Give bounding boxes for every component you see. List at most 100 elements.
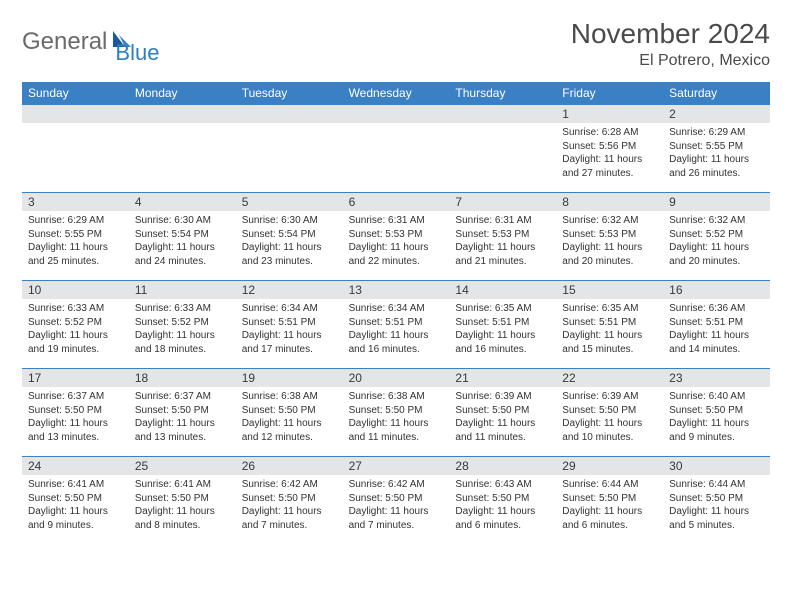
daylight-text: Daylight: 11 hours and 25 minutes. bbox=[28, 241, 123, 268]
day-body: Sunrise: 6:38 AMSunset: 5:50 PMDaylight:… bbox=[343, 387, 450, 450]
day-header: Wednesday bbox=[343, 82, 450, 104]
sunrise-text: Sunrise: 6:37 AM bbox=[135, 390, 230, 404]
sunset-text: Sunset: 5:50 PM bbox=[562, 492, 657, 506]
calendar-week: 3Sunrise: 6:29 AMSunset: 5:55 PMDaylight… bbox=[22, 192, 770, 280]
empty-daynum-bar bbox=[343, 105, 450, 123]
daylight-text: Daylight: 11 hours and 18 minutes. bbox=[135, 329, 230, 356]
sunrise-text: Sunrise: 6:33 AM bbox=[28, 302, 123, 316]
sunrise-text: Sunrise: 6:30 AM bbox=[135, 214, 230, 228]
sunrise-text: Sunrise: 6:31 AM bbox=[349, 214, 444, 228]
day-number: 22 bbox=[556, 369, 663, 387]
sunset-text: Sunset: 5:52 PM bbox=[28, 316, 123, 330]
sunrise-text: Sunrise: 6:42 AM bbox=[242, 478, 337, 492]
sunrise-text: Sunrise: 6:38 AM bbox=[242, 390, 337, 404]
day-header: Monday bbox=[129, 82, 236, 104]
calendar-week: 24Sunrise: 6:41 AMSunset: 5:50 PMDayligh… bbox=[22, 456, 770, 544]
day-number: 16 bbox=[663, 281, 770, 299]
sunset-text: Sunset: 5:51 PM bbox=[349, 316, 444, 330]
sunset-text: Sunset: 5:50 PM bbox=[562, 404, 657, 418]
calendar-cell: 29Sunrise: 6:44 AMSunset: 5:50 PMDayligh… bbox=[556, 456, 663, 544]
day-body: Sunrise: 6:42 AMSunset: 5:50 PMDaylight:… bbox=[343, 475, 450, 538]
calendar-cell: 15Sunrise: 6:35 AMSunset: 5:51 PMDayligh… bbox=[556, 280, 663, 368]
sunrise-text: Sunrise: 6:39 AM bbox=[562, 390, 657, 404]
day-number: 11 bbox=[129, 281, 236, 299]
sunrise-text: Sunrise: 6:40 AM bbox=[669, 390, 764, 404]
calendar-cell: 10 Sunrise: 6:33 AMSunset: 5:52 PMDayligh… bbox=[22, 280, 129, 368]
day-header: Saturday bbox=[663, 82, 770, 104]
empty-daynum-bar bbox=[129, 105, 236, 123]
day-number: 1 bbox=[556, 105, 663, 123]
sunrise-text: Sunrise: 6:35 AM bbox=[455, 302, 550, 316]
calendar-cell: 18Sunrise: 6:37 AMSunset: 5:50 PMDayligh… bbox=[129, 368, 236, 456]
title-block: November 2024 El Potrero, Mexico bbox=[571, 18, 770, 70]
day-number: 6 bbox=[343, 193, 450, 211]
daylight-text: Daylight: 11 hours and 26 minutes. bbox=[669, 153, 764, 180]
sunset-text: Sunset: 5:50 PM bbox=[135, 492, 230, 506]
daylight-text: Daylight: 11 hours and 24 minutes. bbox=[135, 241, 230, 268]
logo: General Blue bbox=[22, 18, 159, 66]
daylight-text: Daylight: 11 hours and 12 minutes. bbox=[242, 417, 337, 444]
month-title: November 2024 bbox=[571, 18, 770, 50]
calendar-cell: 6Sunrise: 6:31 AMSunset: 5:53 PMDaylight… bbox=[343, 192, 450, 280]
daylight-text: Daylight: 11 hours and 8 minutes. bbox=[135, 505, 230, 532]
sunrise-text: Sunrise: 6:41 AM bbox=[28, 478, 123, 492]
daylight-text: Daylight: 11 hours and 9 minutes. bbox=[28, 505, 123, 532]
day-number: 30 bbox=[663, 457, 770, 475]
sunset-text: Sunset: 5:50 PM bbox=[669, 404, 764, 418]
daylight-text: Daylight: 11 hours and 6 minutes. bbox=[455, 505, 550, 532]
calendar-cell-empty bbox=[236, 104, 343, 192]
daylight-text: Daylight: 11 hours and 19 minutes. bbox=[28, 329, 123, 356]
sunset-text: Sunset: 5:51 PM bbox=[455, 316, 550, 330]
daylight-text: Daylight: 11 hours and 27 minutes. bbox=[562, 153, 657, 180]
day-body: Sunrise: 6:44 AMSunset: 5:50 PMDaylight:… bbox=[556, 475, 663, 538]
sunset-text: Sunset: 5:53 PM bbox=[349, 228, 444, 242]
daylight-text: Daylight: 11 hours and 10 minutes. bbox=[562, 417, 657, 444]
sunset-text: Sunset: 5:51 PM bbox=[562, 316, 657, 330]
day-body: Sunrise: 6:41 AMSunset: 5:50 PMDaylight:… bbox=[129, 475, 236, 538]
day-number: 5 bbox=[236, 193, 343, 211]
day-header: Friday bbox=[556, 82, 663, 104]
calendar-cell-empty bbox=[449, 104, 556, 192]
sunset-text: Sunset: 5:54 PM bbox=[242, 228, 337, 242]
daylight-text: Daylight: 11 hours and 22 minutes. bbox=[349, 241, 444, 268]
daylight-text: Daylight: 11 hours and 14 minutes. bbox=[669, 329, 764, 356]
daylight-text: Daylight: 11 hours and 5 minutes. bbox=[669, 505, 764, 532]
sunset-text: Sunset: 5:56 PM bbox=[562, 140, 657, 154]
day-body: Sunrise: 6:29 AMSunset: 5:55 PMDaylight:… bbox=[663, 123, 770, 186]
day-number: 20 bbox=[343, 369, 450, 387]
day-body: Sunrise: 6:42 AMSunset: 5:50 PMDaylight:… bbox=[236, 475, 343, 538]
sunset-text: Sunset: 5:52 PM bbox=[669, 228, 764, 242]
sunset-text: Sunset: 5:52 PM bbox=[135, 316, 230, 330]
sunrise-text: Sunrise: 6:44 AM bbox=[562, 478, 657, 492]
sunset-text: Sunset: 5:50 PM bbox=[349, 404, 444, 418]
day-body: Sunrise: 6:40 AMSunset: 5:50 PMDaylight:… bbox=[663, 387, 770, 450]
day-number: 23 bbox=[663, 369, 770, 387]
sunrise-text: Sunrise: 6:44 AM bbox=[669, 478, 764, 492]
sunset-text: Sunset: 5:53 PM bbox=[562, 228, 657, 242]
calendar-cell: 21Sunrise: 6:39 AMSunset: 5:50 PMDayligh… bbox=[449, 368, 556, 456]
day-body: Sunrise: 6:44 AMSunset: 5:50 PMDaylight:… bbox=[663, 475, 770, 538]
sunrise-text: Sunrise: 6:31 AM bbox=[455, 214, 550, 228]
calendar-cell: 19Sunrise: 6:38 AMSunset: 5:50 PMDayligh… bbox=[236, 368, 343, 456]
sunrise-text: Sunrise: 6:41 AM bbox=[135, 478, 230, 492]
sunrise-text: Sunrise: 6:32 AM bbox=[669, 214, 764, 228]
day-number: 29 bbox=[556, 457, 663, 475]
day-body: Sunrise: 6:30 AMSunset: 5:54 PMDaylight:… bbox=[236, 211, 343, 274]
day-body: Sunrise: 6:38 AMSunset: 5:50 PMDaylight:… bbox=[236, 387, 343, 450]
sunset-text: Sunset: 5:50 PM bbox=[242, 404, 337, 418]
day-number: 10 bbox=[22, 281, 129, 299]
calendar-cell: 17Sunrise: 6:37 AMSunset: 5:50 PMDayligh… bbox=[22, 368, 129, 456]
day-header: Tuesday bbox=[236, 82, 343, 104]
daylight-text: Daylight: 11 hours and 6 minutes. bbox=[562, 505, 657, 532]
day-body: Sunrise: 6:31 AMSunset: 5:53 PMDaylight:… bbox=[343, 211, 450, 274]
sunset-text: Sunset: 5:50 PM bbox=[242, 492, 337, 506]
daylight-text: Daylight: 11 hours and 17 minutes. bbox=[242, 329, 337, 356]
calendar-cell: 1Sunrise: 6:28 AMSunset: 5:56 PMDaylight… bbox=[556, 104, 663, 192]
calendar-cell: 7Sunrise: 6:31 AMSunset: 5:53 PMDaylight… bbox=[449, 192, 556, 280]
calendar-cell: 5Sunrise: 6:30 AMSunset: 5:54 PMDaylight… bbox=[236, 192, 343, 280]
sunrise-text: Sunrise: 6:39 AM bbox=[455, 390, 550, 404]
calendar-cell-empty bbox=[343, 104, 450, 192]
day-number: 2 bbox=[663, 105, 770, 123]
sunset-text: Sunset: 5:55 PM bbox=[28, 228, 123, 242]
sunrise-text: Sunrise: 6:33 AM bbox=[135, 302, 230, 316]
